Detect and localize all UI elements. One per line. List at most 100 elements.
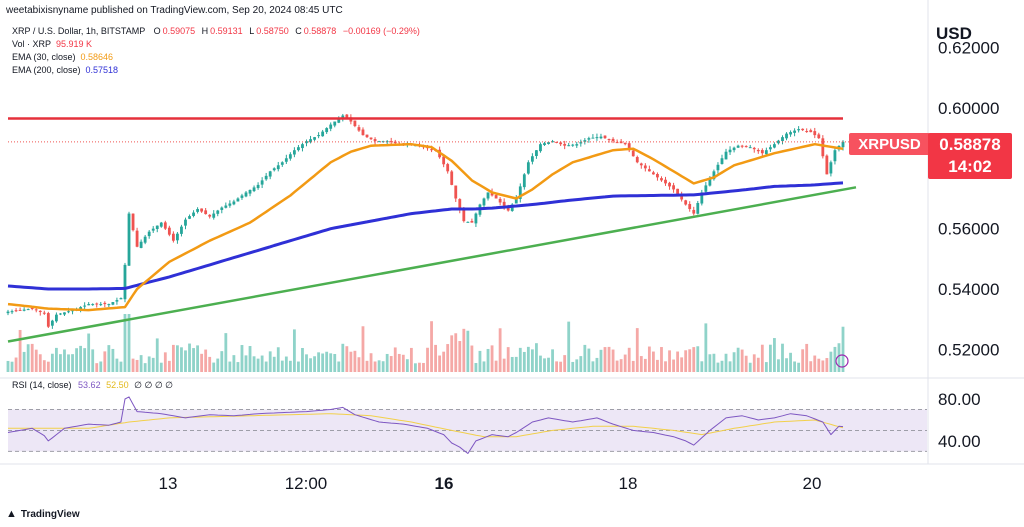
currency-label[interactable]: USD <box>936 24 972 43</box>
candle-body <box>672 185 675 190</box>
rsi-legend: RSI (14, close) 53.62 52.50 ∅ ∅ ∅ ∅ <box>12 380 174 390</box>
volume-bar <box>680 357 684 372</box>
high-value: 0.59131 <box>210 26 243 36</box>
volume-bar <box>498 328 502 372</box>
volume-bar <box>188 343 191 372</box>
volume-bar <box>26 344 30 372</box>
candle-body <box>623 142 627 145</box>
candle-body <box>756 149 760 152</box>
volume-bar <box>539 355 542 372</box>
volume-bar <box>518 347 522 372</box>
volume-bar <box>486 348 490 372</box>
candle-body <box>752 147 756 150</box>
volume-bar <box>829 351 833 372</box>
candle-body <box>470 220 474 223</box>
candle-body <box>809 130 813 133</box>
volume-bar <box>466 330 470 372</box>
candle-body <box>559 142 563 145</box>
candle-body <box>563 143 567 146</box>
volume-bar <box>700 361 704 372</box>
low-value: 0.58750 <box>256 26 289 36</box>
volume-bar <box>6 360 10 372</box>
candle-body <box>99 304 103 306</box>
volume-bar <box>337 361 341 372</box>
volume-bar <box>595 357 599 372</box>
candle-body <box>744 146 748 148</box>
volume-bar <box>635 328 639 372</box>
support-trendline <box>7 186 857 343</box>
candle-body <box>627 143 631 151</box>
volume-bar <box>434 344 437 372</box>
volume-bar <box>111 348 115 372</box>
candle-body <box>6 311 10 314</box>
volume-bar <box>438 355 442 372</box>
candle-body <box>785 133 788 139</box>
volume-bar <box>514 356 518 372</box>
candle-body <box>361 129 365 136</box>
candle-body <box>135 230 139 247</box>
candle-body <box>635 157 639 163</box>
candle-body <box>14 310 18 312</box>
candle-body <box>288 154 292 159</box>
time-tick-label-0: 13 <box>159 474 178 493</box>
tradingview-logo[interactable]: ▲ TradingView <box>6 508 80 520</box>
volume-bar <box>123 314 127 372</box>
volume-bar <box>643 358 647 372</box>
volume-bar <box>789 352 792 372</box>
candle-body <box>155 225 159 229</box>
candle-body <box>829 162 833 174</box>
candle-body <box>188 216 191 219</box>
candle-body <box>692 209 696 214</box>
volume-bar <box>587 348 591 372</box>
volume-bar <box>450 335 454 372</box>
volume-bar <box>240 345 244 372</box>
candle-body <box>615 142 619 144</box>
volume-bar <box>639 356 643 372</box>
volume-bar <box>422 362 425 372</box>
volume-bar <box>781 343 784 372</box>
candle-body <box>797 129 801 131</box>
candle-body <box>514 198 518 204</box>
volume-bar <box>333 353 337 372</box>
volume-bar <box>305 354 308 372</box>
candle-body <box>297 147 300 151</box>
volume-bar <box>14 357 18 372</box>
volume-bar <box>256 358 260 372</box>
publisher-line: weetabixisnyname published on TradingVie… <box>6 5 343 16</box>
candle-body <box>591 137 595 139</box>
candle-body <box>377 141 381 143</box>
volume-bar <box>244 355 248 372</box>
candle-body <box>107 304 111 306</box>
candle-body <box>248 189 252 194</box>
candle-body <box>748 147 752 149</box>
volume-value: 95.919 K <box>56 39 93 49</box>
volume-bar <box>71 354 74 372</box>
candle-body <box>139 241 143 248</box>
volume-bar <box>482 361 486 372</box>
rsi-tick-label-0: 80.00 <box>938 390 981 409</box>
volume-bar <box>151 357 155 372</box>
volume-bar <box>163 352 167 372</box>
volume-bar <box>87 333 91 372</box>
candle-body <box>276 165 280 170</box>
candle-body <box>805 131 809 133</box>
rsi-line <box>7 396 844 454</box>
volume-bar <box>720 360 724 372</box>
volume-bar <box>309 358 312 372</box>
volume-bar <box>756 357 760 372</box>
rsi-value: 53.62 <box>78 380 101 390</box>
candle-body <box>369 137 373 140</box>
volume-bar <box>397 353 401 372</box>
volume-bar <box>793 361 796 372</box>
candle-body <box>760 150 764 154</box>
candle-body <box>272 168 276 171</box>
candle-body <box>176 233 179 241</box>
volume-bar <box>510 356 514 372</box>
candle-body <box>111 302 115 305</box>
candle-body <box>313 137 316 140</box>
candle-body <box>325 128 329 133</box>
candle-body <box>603 135 607 139</box>
volume-bar <box>42 360 46 372</box>
volume-bar <box>55 347 58 372</box>
